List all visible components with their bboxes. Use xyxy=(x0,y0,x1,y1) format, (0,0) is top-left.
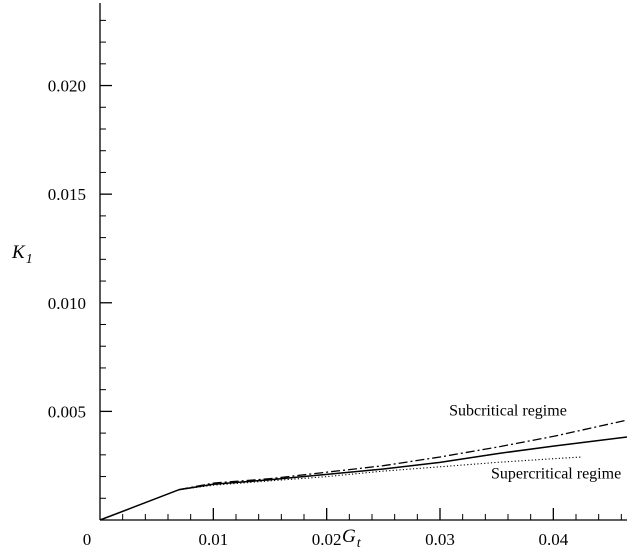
y-tick-label: 0.020 xyxy=(48,77,86,96)
x-tick-label: 0 xyxy=(83,530,92,549)
x-tick-label: 0.04 xyxy=(538,530,568,549)
series-lines xyxy=(99,419,628,521)
x-tick-label: 0.03 xyxy=(425,530,455,549)
y-tick-label: 0.010 xyxy=(48,294,86,313)
x-axis-title-sub: t xyxy=(357,536,362,551)
y-axis-title-main: K xyxy=(11,242,26,263)
series-line-dashdot xyxy=(179,419,628,491)
x-tick-label: 0.02 xyxy=(312,530,342,549)
x-axis-title-main: G xyxy=(342,526,356,547)
x-tick-labels: 0 0.01 0.02 0.03 0.04 xyxy=(83,530,569,549)
major-ticks xyxy=(100,84,554,520)
y-axis-title-sub: 1 xyxy=(26,252,33,267)
annotation-label: Subcritical regime xyxy=(449,403,567,420)
y-tick-labels: 0.005 0.010 0.015 0.020 xyxy=(48,77,86,422)
annotation-label: Supercritical regime xyxy=(491,466,621,483)
series-line-dotted xyxy=(179,456,582,491)
x-tick-label: 0.01 xyxy=(198,530,228,549)
minor-ticks xyxy=(100,19,622,520)
annotations: Subcritical regime Supercritical regime xyxy=(449,403,621,483)
x-axis-title: Gt xyxy=(342,526,362,551)
y-tick-label: 0.005 xyxy=(48,402,86,421)
y-tick-label: 0.015 xyxy=(48,185,86,204)
y-axis-title: K1 xyxy=(11,242,33,267)
